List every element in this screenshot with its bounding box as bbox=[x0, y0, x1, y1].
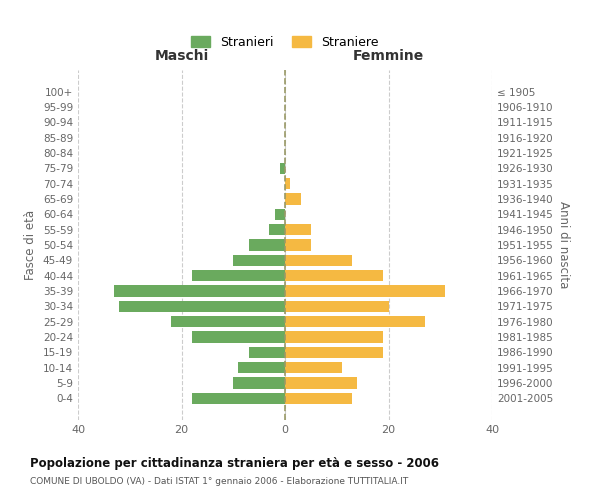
Bar bbox=[285, 239, 311, 251]
Bar bbox=[275, 208, 285, 220]
Bar bbox=[285, 270, 383, 281]
Bar bbox=[285, 193, 301, 204]
Bar bbox=[192, 270, 285, 281]
Bar bbox=[285, 346, 383, 358]
Bar bbox=[285, 362, 342, 374]
Bar bbox=[238, 362, 285, 374]
Y-axis label: Anni di nascita: Anni di nascita bbox=[557, 202, 570, 288]
Bar bbox=[285, 316, 425, 328]
Legend: Stranieri, Straniere: Stranieri, Straniere bbox=[187, 31, 383, 54]
Bar bbox=[285, 224, 311, 235]
Bar bbox=[285, 332, 383, 343]
Bar bbox=[285, 286, 445, 297]
Bar bbox=[192, 392, 285, 404]
Bar bbox=[285, 254, 352, 266]
Bar bbox=[192, 332, 285, 343]
Text: COMUNE DI UBOLDO (VA) - Dati ISTAT 1° gennaio 2006 - Elaborazione TUTTITALIA.IT: COMUNE DI UBOLDO (VA) - Dati ISTAT 1° ge… bbox=[30, 478, 408, 486]
Bar bbox=[119, 300, 285, 312]
Bar bbox=[249, 346, 285, 358]
Text: Maschi: Maschi bbox=[154, 49, 209, 63]
Bar bbox=[285, 378, 358, 389]
Bar bbox=[269, 224, 285, 235]
Bar bbox=[233, 378, 285, 389]
Y-axis label: Fasce di età: Fasce di età bbox=[25, 210, 37, 280]
Bar bbox=[285, 392, 352, 404]
Bar bbox=[285, 178, 290, 190]
Bar bbox=[171, 316, 285, 328]
Bar bbox=[249, 239, 285, 251]
Text: Popolazione per cittadinanza straniera per età e sesso - 2006: Popolazione per cittadinanza straniera p… bbox=[30, 458, 439, 470]
Bar bbox=[233, 254, 285, 266]
Bar bbox=[285, 300, 389, 312]
Text: Femmine: Femmine bbox=[353, 49, 424, 63]
Bar bbox=[280, 162, 285, 174]
Bar bbox=[114, 286, 285, 297]
